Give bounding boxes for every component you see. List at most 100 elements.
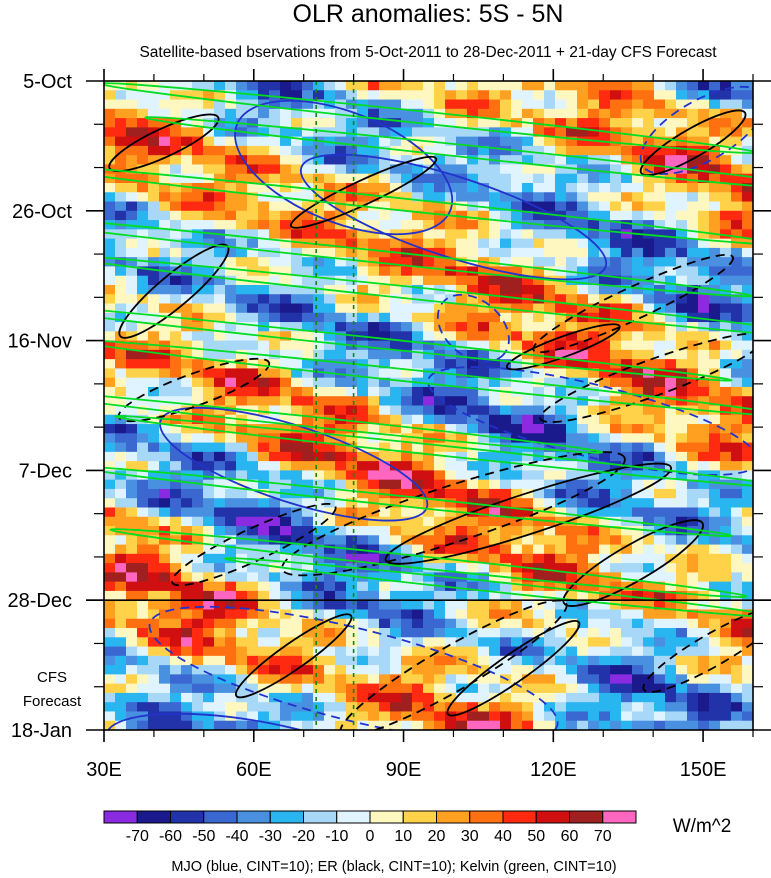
olr-cell [159, 479, 171, 490]
olr-cell [302, 127, 314, 138]
olr-cell [357, 118, 369, 128]
olr-cell [522, 331, 534, 342]
olr-cell [368, 414, 380, 425]
olr-cell [665, 470, 677, 481]
olr-cell [588, 683, 600, 694]
olr-cell [148, 322, 160, 332]
olr-cell [291, 628, 303, 638]
olr-cell [599, 665, 611, 675]
olr-cell [566, 544, 578, 555]
olr-cell [115, 637, 127, 648]
olr-cell [192, 692, 204, 703]
olr-cell [357, 127, 369, 138]
olr-cell [456, 637, 468, 648]
olr-cell [445, 461, 457, 471]
olr-cell [368, 386, 380, 397]
olr-cell [731, 498, 743, 509]
colorbar-level-label: 10 [394, 828, 412, 845]
olr-cell [566, 145, 578, 156]
olr-cell [610, 618, 622, 629]
olr-cell [654, 665, 666, 675]
olr-cell [720, 182, 732, 193]
olr-cell [159, 99, 171, 110]
olr-cell [610, 349, 622, 360]
er-contour [639, 109, 747, 177]
olr-cell [291, 702, 303, 713]
olr-cell [588, 451, 600, 462]
olr-cell [390, 99, 402, 110]
olr-cell [390, 108, 402, 119]
olr-cell [258, 665, 270, 675]
olr-cell [390, 386, 402, 397]
olr-cell [720, 637, 732, 648]
olr-cell [511, 479, 523, 490]
olr-cell [610, 108, 622, 119]
olr-cell [313, 720, 325, 730]
olr-cell [434, 590, 446, 601]
olr-cell [357, 609, 369, 620]
olr-cell [115, 118, 127, 128]
olr-cell [104, 692, 116, 703]
olr-cell [588, 655, 600, 666]
olr-cell [544, 711, 556, 722]
olr-cell [379, 544, 391, 555]
olr-cell [709, 386, 721, 397]
olr-cell [654, 424, 666, 434]
olr-cell [467, 618, 479, 629]
olr-cell [588, 711, 600, 722]
olr-cell [555, 349, 567, 360]
olr-cell [258, 284, 270, 295]
olr-cell [324, 331, 336, 342]
olr-cell [434, 247, 446, 258]
olr-cell [280, 210, 292, 221]
olr-cell [489, 433, 501, 444]
olr-cell [709, 396, 721, 407]
olr-cell [115, 628, 127, 638]
olr-cell [709, 433, 721, 444]
olr-cell [247, 720, 259, 730]
olr-cell [478, 674, 490, 685]
olr-cell [357, 600, 369, 611]
olr-cell [170, 581, 182, 592]
olr-cell [599, 720, 611, 730]
olr-cell [368, 405, 380, 416]
olr-cell [742, 81, 753, 91]
olr-cell [368, 164, 380, 175]
olr-cell [313, 405, 325, 416]
olr-cell [522, 628, 534, 638]
olr-cell [247, 182, 259, 193]
olr-cell [511, 275, 523, 286]
olr-cell [577, 563, 589, 573]
olr-cell [104, 229, 116, 240]
olr-cell [302, 108, 314, 119]
olr-cell [137, 600, 149, 611]
olr-cell [401, 322, 413, 332]
olr-cell [170, 127, 182, 138]
olr-cell [577, 108, 589, 119]
olr-cell [126, 127, 138, 138]
olr-cell [665, 349, 677, 360]
olr-cell [236, 433, 248, 444]
olr-cell [676, 284, 688, 295]
olr-cell [280, 414, 292, 425]
olr-cell [280, 284, 292, 295]
olr-cell [104, 303, 116, 314]
olr-cell [533, 405, 545, 416]
olr-cell [434, 498, 446, 509]
olr-cell [247, 600, 259, 611]
olr-cell [511, 396, 523, 407]
olr-cell [104, 702, 116, 713]
olr-cell [555, 145, 567, 156]
olr-cell [478, 609, 490, 620]
olr-cell [126, 118, 138, 128]
olr-cell [720, 572, 732, 583]
olr-cell [665, 340, 677, 351]
olr-cell [500, 108, 512, 119]
olr-cell [192, 99, 204, 110]
olr-cell [335, 340, 347, 351]
olr-cell [544, 470, 556, 481]
olr-cell [478, 442, 490, 453]
olr-cell [665, 498, 677, 509]
olr-cell [632, 192, 644, 203]
olr-cell [698, 201, 710, 212]
